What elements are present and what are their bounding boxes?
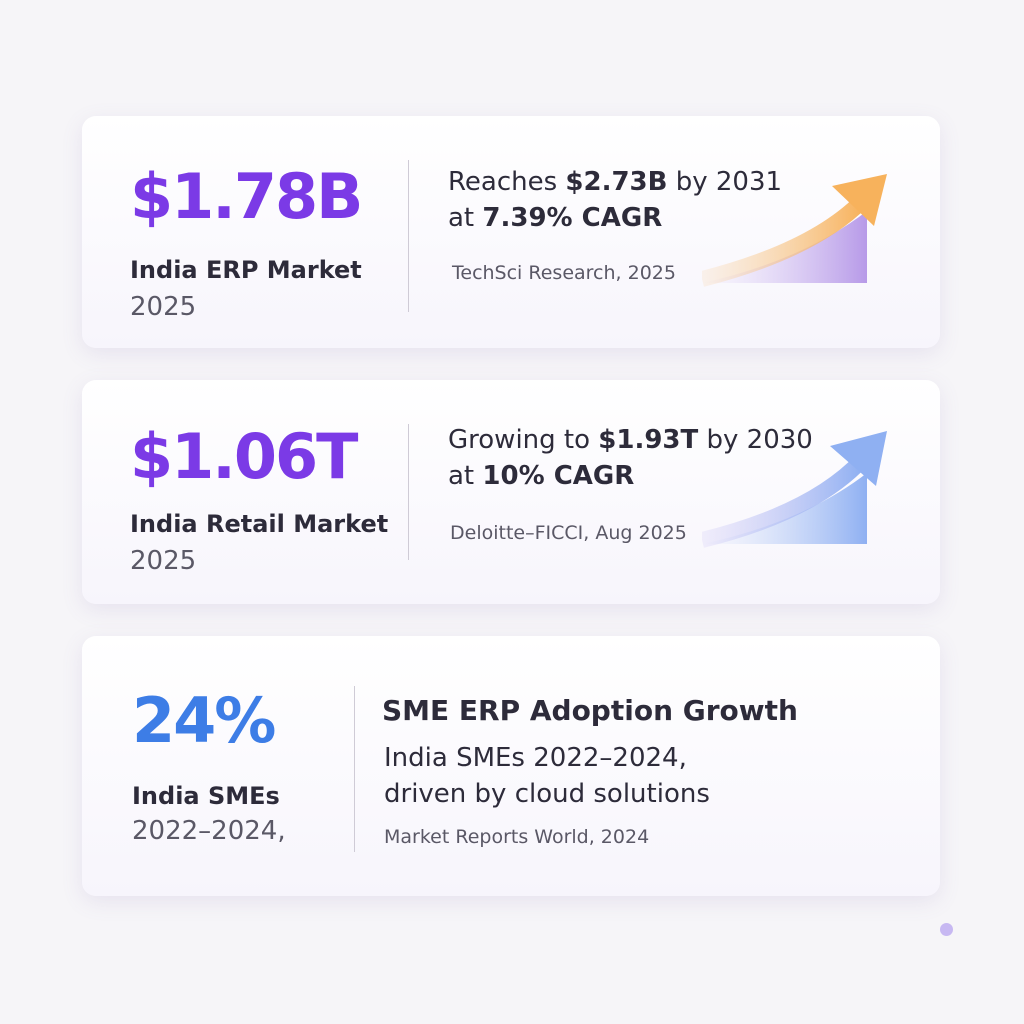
text: Reaches	[448, 167, 566, 197]
stat-label: India SMEs	[132, 782, 280, 810]
text: Growing to	[448, 425, 599, 455]
text: at	[448, 203, 483, 233]
highlight: 10% CAGR	[482, 461, 635, 491]
card: $1.78B India ERP Market 2025 Reaches $2.73B…	[82, 116, 940, 348]
stat-sublabel: 2022–2024,	[132, 816, 286, 846]
stat-value: $1.78B	[130, 160, 363, 233]
stat-sublabel: 2025	[130, 546, 197, 576]
divider	[408, 424, 409, 560]
card: 24% India SMEs 2022–2024, SME ERP Adoption …	[82, 636, 940, 896]
description-line: at 7.39% CAGR	[448, 200, 782, 236]
description: India SMEs 2022–2024, driven by cloud sol…	[384, 740, 710, 812]
highlight: $1.93T	[598, 425, 699, 455]
description-line: driven by cloud solutions	[384, 776, 710, 812]
card-title: SME ERP Adoption Growth	[382, 694, 798, 727]
highlight: 7.39% CAGR	[482, 203, 663, 233]
source: Market Reports World, 2024	[384, 826, 650, 848]
stat-value: 24%	[132, 684, 276, 757]
text: by 2030	[698, 425, 813, 455]
description-line: India SMEs 2022–2024,	[384, 740, 710, 776]
stat-label: India ERP Market	[130, 256, 362, 284]
stat-value: $1.06T	[130, 420, 358, 493]
text: by 2031	[667, 167, 783, 197]
source: TechSci Research, 2025	[452, 262, 676, 284]
text: driven by cloud solutions	[384, 779, 710, 809]
stat-sublabel: 2025	[130, 292, 197, 322]
description-line: at 10% CAGR	[448, 458, 813, 494]
description: Reaches $2.73B by 2031 at 7.39% CAGR	[448, 164, 782, 236]
card: $1.06T India Retail Market 2025 Growing to …	[82, 380, 940, 604]
arrow-icon	[702, 174, 887, 287]
source: Deloitte–FICCI, Aug 2025	[450, 522, 687, 544]
highlight: $2.73B	[565, 167, 668, 197]
divider	[354, 686, 355, 852]
decor-dot	[940, 923, 953, 936]
divider	[408, 160, 409, 312]
stat-label: India Retail Market	[130, 510, 389, 538]
description-line: Reaches $2.73B by 2031	[448, 164, 782, 200]
text: at	[448, 461, 483, 491]
description-line: Growing to $1.93T by 2030	[448, 422, 813, 458]
text: India SMEs 2022–2024,	[384, 743, 687, 773]
description: Growing to $1.93T by 2030 at 10% CAGR	[448, 422, 813, 494]
arrow-icon	[702, 431, 887, 548]
